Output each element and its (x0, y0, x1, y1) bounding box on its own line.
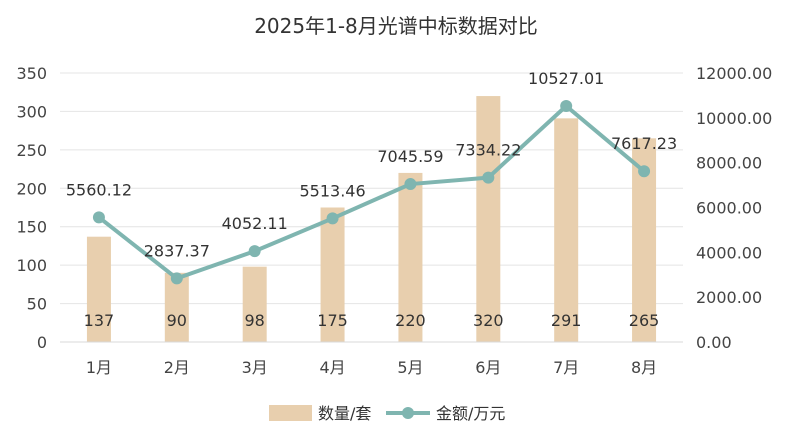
line-point (638, 165, 651, 178)
line-point (92, 211, 105, 224)
left-tick-label: 0 (37, 333, 47, 352)
bar-data-label: 175 (317, 311, 348, 330)
x-tick-label: 6月 (475, 358, 501, 377)
line-data-label: 2837.37 (144, 241, 210, 260)
left-tick-label: 150 (16, 218, 47, 237)
left-tick-label: 250 (16, 141, 47, 160)
line-data-label: 7045.59 (377, 147, 443, 166)
bar-data-label: 220 (395, 311, 426, 330)
x-tick-label: 1月 (86, 358, 112, 377)
bar (476, 96, 501, 342)
left-tick-label: 300 (16, 102, 47, 121)
bar-data-label: 137 (84, 311, 115, 330)
legend-label: 金额/万元 (436, 404, 505, 423)
line-point (326, 212, 339, 225)
x-tick-label: 8月 (631, 358, 657, 377)
line-data-label: 5513.46 (299, 181, 365, 200)
line-point (248, 245, 261, 258)
bar (320, 207, 345, 342)
left-axis: 0 50 100 150 200 250 300 350 (16, 64, 47, 352)
right-tick-label: 10000.00 (696, 109, 772, 128)
x-tick-label: 3月 (242, 358, 268, 377)
left-tick-label: 100 (16, 256, 47, 275)
bar (242, 266, 267, 342)
bar (554, 118, 579, 343)
right-tick-label: 8000.00 (696, 154, 762, 173)
legend: 数量/套 金额/万元 (269, 404, 505, 423)
line-series (92, 100, 651, 285)
line-data-label: 7617.23 (611, 134, 677, 153)
bar-data-label: 265 (629, 311, 660, 330)
line-data-label: 5560.12 (66, 180, 132, 199)
line-data-label: 4052.11 (222, 214, 288, 233)
left-tick-label: 350 (16, 64, 47, 83)
legend-bar-swatch (269, 405, 312, 421)
left-tick-label: 50 (27, 295, 47, 314)
data-labels: 137 90 98 175 220 320 291 265 5560.12 2837.37 4052… (66, 69, 677, 330)
x-axis: 1月 2月 3月 4月 5月 6月 7月 8月 (60, 341, 683, 377)
right-tick-label: 4000.00 (696, 243, 762, 262)
right-tick-label: 2000.00 (696, 288, 762, 307)
right-tick-label: 12000.00 (696, 64, 772, 83)
bar (398, 172, 423, 342)
line-point (560, 100, 573, 113)
right-tick-label: 0.00 (696, 333, 732, 352)
x-tick-label: 2月 (164, 358, 190, 377)
bar-data-label: 320 (473, 311, 504, 330)
x-tick-label: 7月 (553, 358, 579, 377)
x-tick-label: 4月 (319, 358, 345, 377)
bar-data-label: 98 (245, 311, 265, 330)
line-data-label: 7334.22 (455, 141, 521, 160)
right-axis: 0.00 2000.00 4000.00 6000.00 8000.00 10000.00… (696, 64, 772, 352)
bar-series (86, 96, 657, 343)
chart-title: 2025年1-8月光谱中标数据对比 (254, 14, 538, 38)
x-tick-label: 5月 (397, 358, 423, 377)
legend-label: 数量/套 (318, 404, 371, 423)
line-point (482, 171, 495, 184)
line-point (404, 178, 417, 191)
bar-data-label: 90 (167, 311, 187, 330)
bar-data-label: 291 (551, 311, 582, 330)
line-point (170, 272, 183, 285)
left-tick-label: 200 (16, 179, 47, 198)
bar (86, 236, 111, 342)
legend-line-marker (402, 407, 414, 419)
line-data-label: 10527.01 (528, 69, 604, 88)
right-tick-label: 6000.00 (696, 199, 762, 218)
series-line (97, 104, 646, 281)
gridlines (60, 72, 683, 343)
